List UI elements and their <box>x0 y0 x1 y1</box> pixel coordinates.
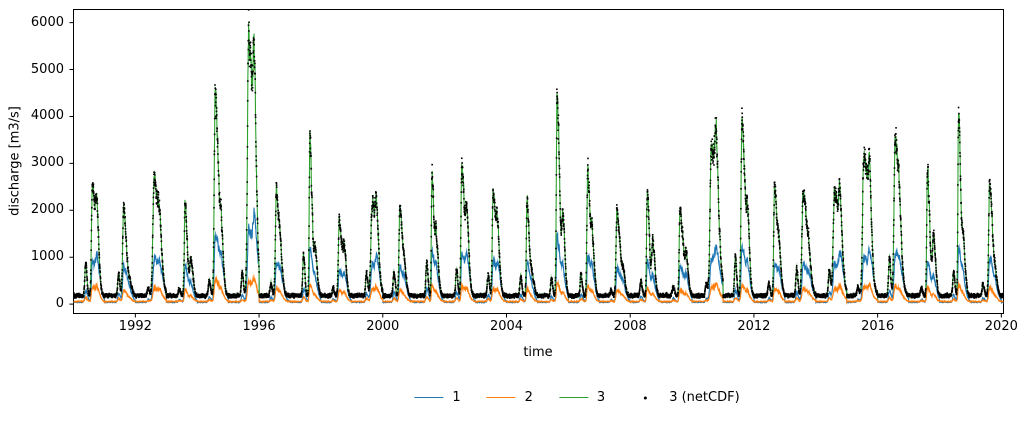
y-tick-label: 4000 <box>30 108 64 124</box>
y-tick-label: 6000 <box>30 14 64 30</box>
legend-item-2: 2 <box>486 390 533 405</box>
legend-marker-swatch <box>631 393 660 403</box>
legend-item-4: 3 (netCDF) <box>631 390 740 405</box>
y-tick-label: 1000 <box>30 249 64 265</box>
y-tick-label: 0 <box>55 296 64 312</box>
y-tick-label: 5000 <box>30 61 64 77</box>
x-tick-label: 2000 <box>366 319 400 334</box>
x-tick-label: 2020 <box>984 319 1018 334</box>
legend-item-3: 3 <box>558 390 606 405</box>
legend: 1 2 3 3 (netCDF) <box>414 390 740 405</box>
x-tick-label: 2016 <box>861 319 895 334</box>
x-tick-label: 1992 <box>118 319 152 334</box>
legend-line-swatch <box>414 397 444 398</box>
x-axis-title: time <box>523 345 553 360</box>
x-tick-label: 2008 <box>613 319 647 334</box>
x-tick-label: 2004 <box>489 319 524 334</box>
legend-line-swatch <box>486 397 516 398</box>
legend-line-swatch <box>558 397 588 398</box>
legend-item-1: 1 <box>414 390 461 405</box>
y-tick-label: 2000 <box>30 202 64 218</box>
legend-label: 3 (netCDF) <box>669 390 740 405</box>
x-tick-label: 2012 <box>737 319 771 334</box>
legend-label: 1 <box>452 390 461 405</box>
legend-label: 3 <box>596 390 606 405</box>
point-marker-icon <box>644 396 648 399</box>
x-tick-label: 1996 <box>242 319 276 334</box>
legend-label: 2 <box>524 390 533 405</box>
y-tick-label: 3000 <box>30 155 64 171</box>
